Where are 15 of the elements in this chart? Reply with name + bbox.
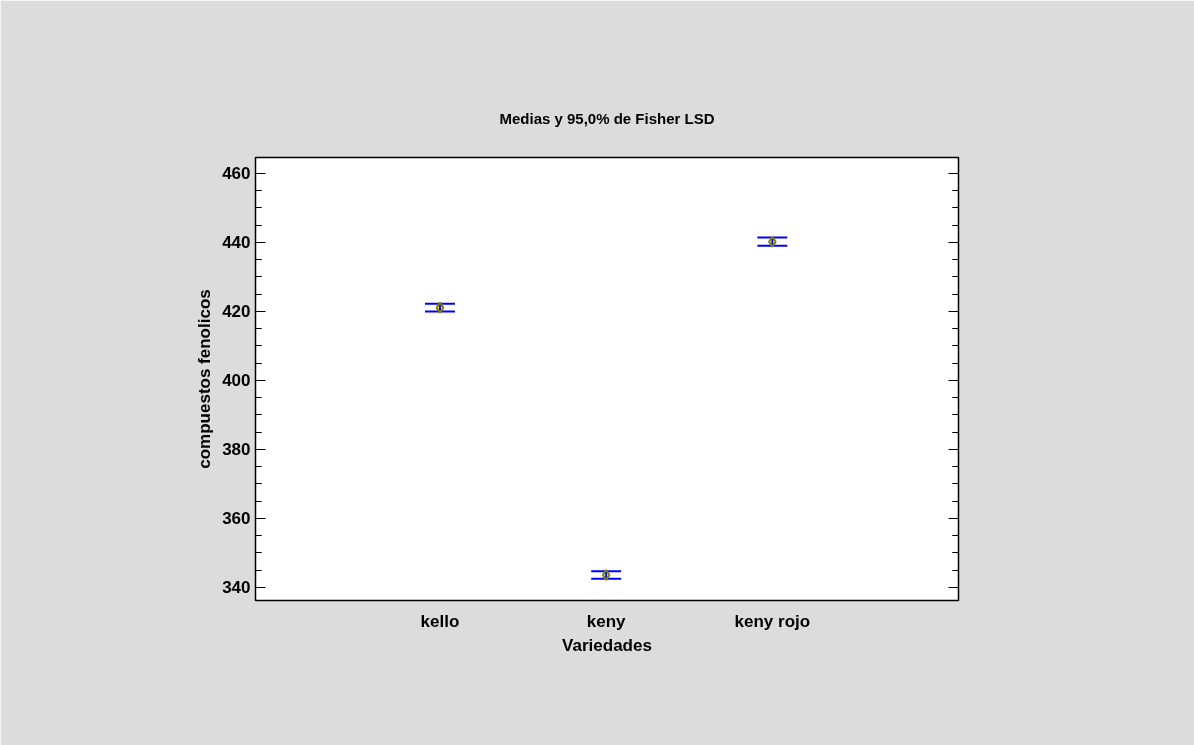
x-tick-label: kello bbox=[420, 611, 460, 631]
y-tick-label: 340 bbox=[222, 578, 251, 598]
y-tick-label: 360 bbox=[222, 509, 251, 529]
y-tick-label: 380 bbox=[222, 440, 251, 460]
chart-title: Medias y 95,0% de Fisher LSD bbox=[499, 109, 715, 127]
x-tick-label: keny rojo bbox=[734, 611, 811, 631]
y-tick-label: 440 bbox=[222, 233, 251, 253]
y-tick-label: 420 bbox=[222, 302, 251, 322]
point bbox=[435, 301, 445, 314]
y-tick-label: 460 bbox=[222, 164, 251, 184]
point bbox=[601, 568, 611, 581]
y-axis-title: compuestos fenolicos bbox=[195, 289, 215, 469]
y-tick-label: 400 bbox=[222, 371, 251, 391]
x-tick-label: keny bbox=[586, 611, 627, 631]
x-axis-title: Variedades bbox=[562, 635, 652, 655]
